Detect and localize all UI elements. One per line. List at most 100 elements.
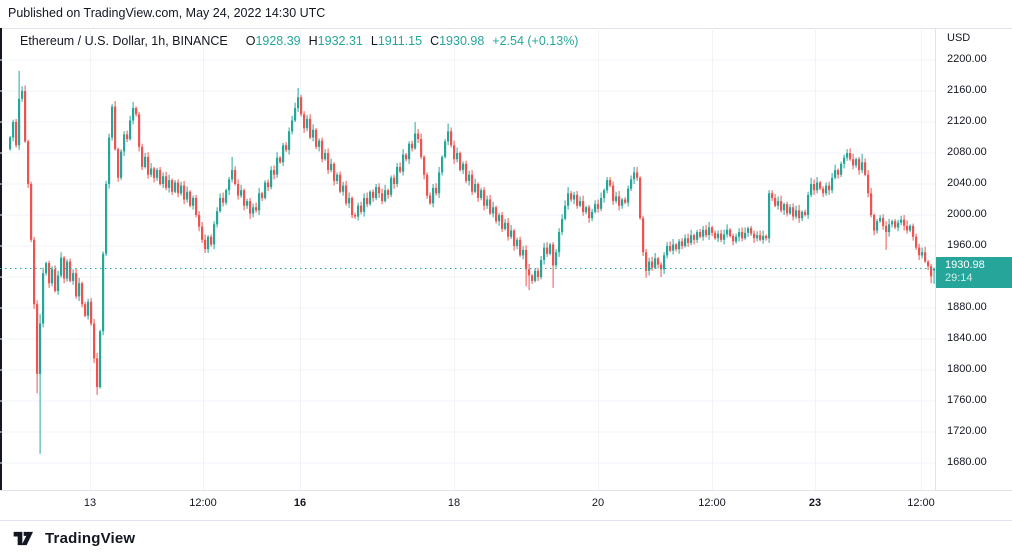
candle: [795, 205, 798, 219]
candle: [525, 245, 528, 287]
candle: [921, 247, 924, 259]
candle: [444, 139, 447, 159]
candle: [531, 273, 534, 284]
time-axis-label: 12:00: [907, 497, 935, 509]
price-axis-label: 1840.00: [947, 332, 987, 345]
candle: [861, 153, 864, 174]
candle: [285, 142, 288, 153]
candle: [225, 188, 228, 205]
candle: [204, 234, 207, 253]
candle: [798, 204, 801, 223]
candle: [864, 158, 867, 177]
price-axis-label: 2080.00: [947, 146, 987, 158]
candle: [378, 183, 381, 198]
bar-countdown: 29:14: [945, 271, 973, 284]
candle: [612, 181, 615, 205]
time-axis-label: 16: [293, 497, 307, 509]
candle: [924, 246, 927, 264]
candle: [489, 194, 492, 216]
candle: [318, 138, 321, 152]
candle: [96, 352, 99, 395]
candle: [933, 267, 936, 284]
price-axis-label: 2160.00: [947, 84, 987, 96]
candle: [336, 172, 339, 185]
candle: [744, 227, 747, 240]
candle: [87, 298, 90, 320]
candle: [717, 230, 720, 243]
candle: [132, 101, 135, 125]
candle: [888, 218, 891, 237]
candlestick-plot[interactable]: [0, 28, 936, 490]
candle: [879, 215, 882, 223]
brand-link[interactable]: TradingView: [45, 529, 136, 547]
candle: [144, 153, 147, 169]
candle: [582, 195, 585, 216]
candle: [357, 202, 360, 221]
candle: [102, 251, 105, 336]
candle: [420, 133, 423, 160]
candle: [627, 185, 630, 207]
candle: [90, 297, 93, 326]
candle: [732, 233, 735, 246]
candle: [846, 149, 849, 161]
candle: [882, 214, 885, 230]
candle: [117, 147, 120, 182]
candle: [453, 140, 456, 164]
candle: [240, 184, 243, 198]
time-axis[interactable]: 13 12:00 16 18 20 12:00 23 12:00: [0, 490, 1012, 520]
candle: [759, 230, 762, 242]
candle: [726, 224, 729, 238]
candle: [258, 187, 261, 216]
candle: [873, 213, 876, 236]
candle: [459, 151, 462, 172]
close-value: 1930.98: [439, 34, 485, 48]
price-axis[interactable]: USD 1930.98 29:14 2200.00 2160.00 2120.00 2…: [936, 28, 1012, 490]
candle: [321, 137, 324, 163]
candle: [39, 314, 42, 454]
candle: [840, 161, 843, 178]
frame-bottom-line: [0, 520, 1012, 521]
candle: [477, 182, 480, 202]
candle: [543, 242, 546, 265]
candle: [504, 218, 507, 231]
candle: [108, 133, 111, 189]
candle: [270, 166, 273, 190]
candle: [708, 221, 711, 240]
candle: [384, 184, 387, 203]
time-axis-label: 12:00: [189, 497, 217, 509]
candle: [591, 208, 594, 222]
candle: [906, 220, 909, 234]
candle: [699, 228, 702, 239]
candle: [210, 234, 213, 247]
candle: [645, 249, 648, 278]
candle: [21, 86, 24, 102]
candle: [771, 190, 774, 202]
open-label: O: [245, 34, 256, 48]
frame-top-line: [0, 28, 1012, 29]
candle: [501, 211, 504, 233]
candle: [480, 187, 483, 201]
candle: [249, 197, 252, 219]
candle: [618, 190, 621, 211]
candle: [468, 170, 471, 186]
candle: [528, 263, 531, 291]
candle: [828, 181, 831, 195]
chart-left-border: [0, 28, 2, 490]
candle: [282, 142, 285, 167]
candle: [201, 221, 204, 243]
candle: [852, 153, 855, 170]
candle: [69, 258, 72, 283]
price-axis-label: 1720.00: [947, 425, 987, 438]
price-axis-label: 1880.00: [947, 301, 987, 314]
candle: [165, 171, 168, 191]
candle: [339, 171, 342, 194]
candle: [189, 190, 192, 208]
candle: [825, 182, 828, 196]
candle: [72, 269, 75, 285]
candle: [516, 237, 519, 250]
candle: [834, 164, 837, 180]
candle: [918, 243, 921, 260]
candle: [777, 196, 780, 210]
candle: [534, 268, 537, 283]
candle: [597, 199, 600, 213]
